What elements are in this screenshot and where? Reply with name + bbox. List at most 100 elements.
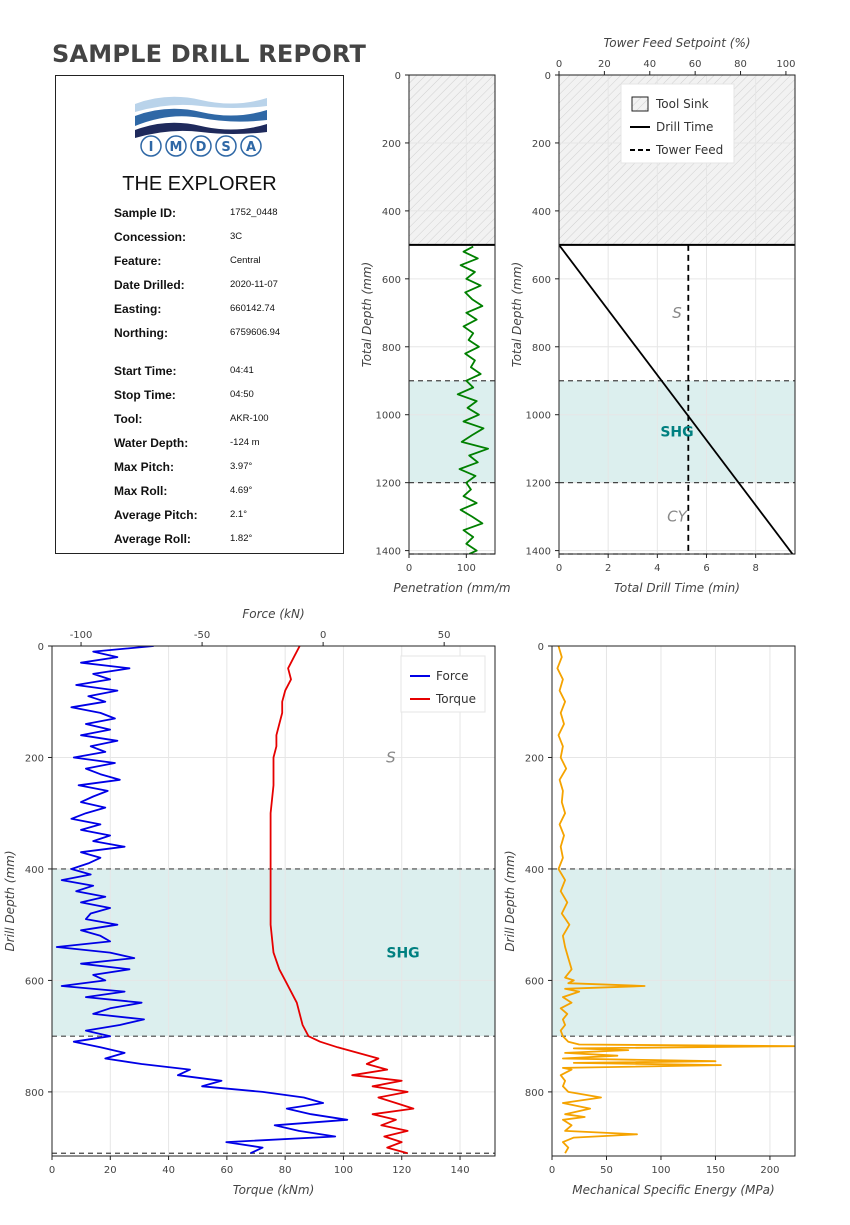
plot-frame bbox=[408, 74, 496, 555]
x-tick-label: 0 bbox=[556, 563, 562, 574]
info-value: 4.69° bbox=[230, 485, 253, 496]
info-value: -124 m bbox=[230, 437, 260, 448]
y-axis-label: Total Depth (mm) bbox=[510, 262, 524, 368]
info-label: Stop Time: bbox=[114, 388, 176, 402]
info-label: Tool: bbox=[114, 412, 143, 426]
info-label: Easting: bbox=[114, 302, 162, 316]
y-axis-label: Drill Depth (mm) bbox=[3, 850, 17, 951]
y-tick-label: 1400 bbox=[376, 547, 401, 558]
info-value: 04:50 bbox=[230, 389, 254, 400]
x-tick-label: 0 bbox=[406, 563, 412, 574]
info-row: Average Roll: 1.82° bbox=[114, 532, 334, 548]
mse-line bbox=[556, 646, 795, 1154]
y-tick-label: 800 bbox=[532, 343, 551, 354]
x-tick-label: 80 bbox=[279, 1165, 292, 1176]
y-tick-label: 0 bbox=[538, 642, 544, 653]
info-row: Tool: AKR-100 bbox=[114, 412, 334, 428]
legend: Tool Sink Drill Time Tower Feed bbox=[620, 83, 735, 164]
info-row: Max Pitch: 3.97° bbox=[114, 460, 334, 476]
x-tick-label: 0 bbox=[49, 1165, 55, 1176]
x-axis-label: Mechanical Specific Energy (MPa) bbox=[572, 1183, 774, 1197]
series-group bbox=[55, 646, 415, 1155]
info-label: Average Roll: bbox=[114, 532, 191, 546]
info-label: Max Pitch: bbox=[114, 460, 175, 474]
x2-tick-label: 60 bbox=[689, 59, 702, 70]
x-tick-label: 4 bbox=[654, 563, 660, 574]
x-tick-label: 50 bbox=[600, 1165, 613, 1176]
info-label: Max Roll: bbox=[114, 484, 168, 498]
y-tick-label: 200 bbox=[25, 753, 44, 764]
unit-label: S bbox=[386, 748, 396, 766]
y-tick-label: 800 bbox=[25, 1088, 44, 1099]
x-tick-label: 200 bbox=[760, 1165, 779, 1176]
x-axis-label: Torque (kNm) bbox=[233, 1183, 315, 1197]
x2-tick-label: 0 bbox=[320, 630, 326, 641]
drill-time-line bbox=[559, 244, 794, 554]
y-tick-label: 200 bbox=[532, 139, 551, 150]
y-axis-label: Total Depth (mm) bbox=[360, 262, 374, 368]
info-value: 04:41 bbox=[230, 365, 254, 376]
plot-frame bbox=[51, 645, 496, 1157]
y-tick-label: 1000 bbox=[526, 411, 551, 422]
y-tick-label: 200 bbox=[382, 139, 401, 150]
y-tick-label: 600 bbox=[382, 275, 401, 286]
torque-line bbox=[269, 646, 415, 1155]
plot-frame bbox=[558, 74, 796, 555]
info-row: Easting: 660142.74 bbox=[114, 302, 334, 318]
logo-letter: A bbox=[246, 140, 256, 155]
legend-box bbox=[400, 655, 486, 713]
y-axis-label: Drill Depth (mm) bbox=[503, 850, 517, 951]
logo-letter-badge bbox=[190, 135, 212, 157]
x2-tick-label: 0 bbox=[556, 59, 562, 70]
x2-tick-label: 20 bbox=[598, 59, 611, 70]
legend-label: Tool Sink bbox=[655, 97, 709, 111]
x-tick-label: 2 bbox=[605, 563, 611, 574]
chart-drill_time: S SHG CY 0 2 4 6 8 Total Drill Time (min) 0 20 40 60… bbox=[510, 36, 796, 595]
unit-label: SHG bbox=[386, 946, 419, 962]
y-tick-label: 1000 bbox=[376, 411, 401, 422]
x-tick-label: 8 bbox=[752, 563, 758, 574]
logo-letter-badge bbox=[165, 135, 187, 157]
y-tick-label: 800 bbox=[525, 1088, 544, 1099]
y-tick-label: 1200 bbox=[526, 479, 551, 490]
x-tick-label: 20 bbox=[104, 1165, 117, 1176]
info-label: Feature: bbox=[114, 254, 162, 268]
y-tick-label: 400 bbox=[382, 207, 401, 218]
info-row: Average Pitch: 2.1° bbox=[114, 508, 334, 524]
layer-highlight bbox=[552, 868, 795, 1037]
info-value: 6759606.94 bbox=[230, 327, 281, 338]
x-tick-label: 120 bbox=[392, 1165, 411, 1176]
x2-tick-label: 100 bbox=[776, 59, 795, 70]
info-value: 2020-11-07 bbox=[230, 279, 278, 290]
chart-force_torque: S SHG 0 20 40 60 80 100 120 140 Torque (kNm) -100 -5… bbox=[3, 607, 496, 1197]
info-value: 1.82° bbox=[230, 533, 253, 544]
info-label: Start Time: bbox=[114, 364, 177, 378]
info-label: Concession: bbox=[114, 230, 187, 244]
plot-frame bbox=[551, 645, 796, 1157]
legend-label: Tower Feed bbox=[655, 143, 723, 157]
unit-label: SHG bbox=[660, 425, 693, 441]
logo-letter-badge bbox=[140, 135, 162, 157]
x2-tick-label: 50 bbox=[438, 630, 451, 641]
x-tick-label: 100 bbox=[457, 563, 476, 574]
info-value: 1752_0448 bbox=[230, 207, 278, 218]
x2-tick-label: 80 bbox=[734, 59, 747, 70]
x-tick-label: 140 bbox=[450, 1165, 469, 1176]
info-row: Stop Time: 04:50 bbox=[114, 388, 334, 404]
y-tick-label: 0 bbox=[395, 71, 401, 82]
series-group bbox=[559, 244, 794, 554]
info-label: Northing: bbox=[114, 326, 168, 340]
x-tick-label: 0 bbox=[549, 1165, 555, 1176]
info-label: Average Pitch: bbox=[114, 508, 198, 522]
x-tick-label: 6 bbox=[703, 563, 709, 574]
y-tick-label: 0 bbox=[545, 71, 551, 82]
logo-letter: S bbox=[221, 140, 230, 155]
legend-swatch-tool-sink bbox=[631, 96, 649, 112]
legend-label: Drill Time bbox=[656, 120, 713, 134]
info-row: Sample ID: 1752_0448 bbox=[114, 206, 334, 222]
logo-letter-badge bbox=[215, 135, 237, 157]
y-tick-label: 600 bbox=[525, 976, 544, 987]
tool-sink-area bbox=[409, 75, 495, 245]
x2-tick-label: -100 bbox=[70, 630, 93, 641]
